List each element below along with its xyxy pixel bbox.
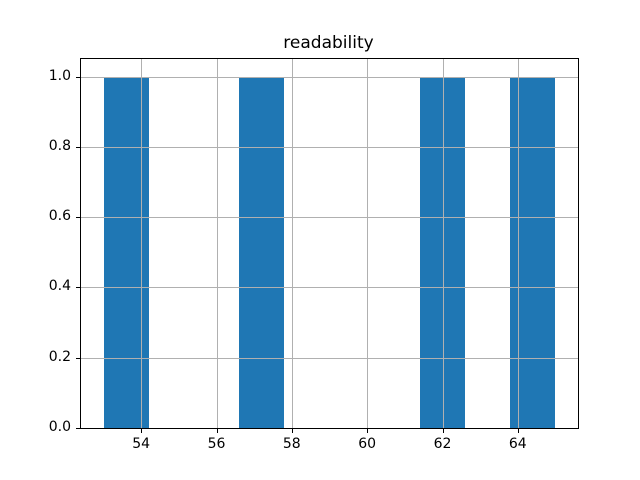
y-tick-mark (76, 428, 80, 429)
y-gridline (81, 357, 578, 359)
x-gridline (442, 59, 444, 428)
x-tick-mark (442, 429, 444, 433)
x-tick-mark (291, 429, 293, 433)
x-tick-mark (367, 429, 369, 433)
y-tick-mark (76, 357, 80, 359)
x-tick-label: 58 (282, 436, 301, 452)
y-tick-label: 0.4 (48, 278, 71, 295)
x-tick-label: 64 (508, 436, 527, 452)
x-tick-label: 62 (433, 436, 452, 452)
histogram-bar (419, 76, 466, 428)
y-tick-mark (76, 76, 80, 78)
y-tick-mark (76, 287, 80, 289)
y-tick-label: 0.2 (48, 348, 71, 365)
chart-title: readability (283, 33, 374, 53)
y-tick-label: 0.0 (48, 419, 71, 435)
x-tick-label: 54 (132, 436, 151, 452)
x-tick-label: 60 (358, 436, 377, 452)
x-gridline (367, 59, 369, 428)
plot-area: 54 56 58 60 62 64 0.0 0.2 0.4 0.6 0.8 1.0 (49, 58, 579, 452)
y-gridline (81, 217, 578, 219)
y-gridline (81, 76, 578, 78)
x-gridline (216, 59, 218, 428)
y-gridline (81, 287, 578, 289)
x-tick-mark (216, 429, 218, 433)
histogram-bar (510, 76, 556, 428)
x-gridline (517, 59, 519, 428)
x-gridline (141, 59, 143, 428)
y-tick-label: 0.8 (48, 137, 71, 154)
x-tick-mark (517, 429, 519, 433)
y-tick-label: 1.0 (48, 67, 71, 84)
y-tick-mark (76, 146, 80, 148)
y-tick-mark (76, 217, 80, 219)
x-tick-mark (141, 429, 143, 433)
x-tick-label: 56 (207, 436, 226, 452)
histogram-bar (239, 76, 285, 428)
y-gridline (81, 146, 578, 148)
y-tick-label: 0.6 (48, 208, 71, 225)
x-gridline (291, 59, 293, 428)
